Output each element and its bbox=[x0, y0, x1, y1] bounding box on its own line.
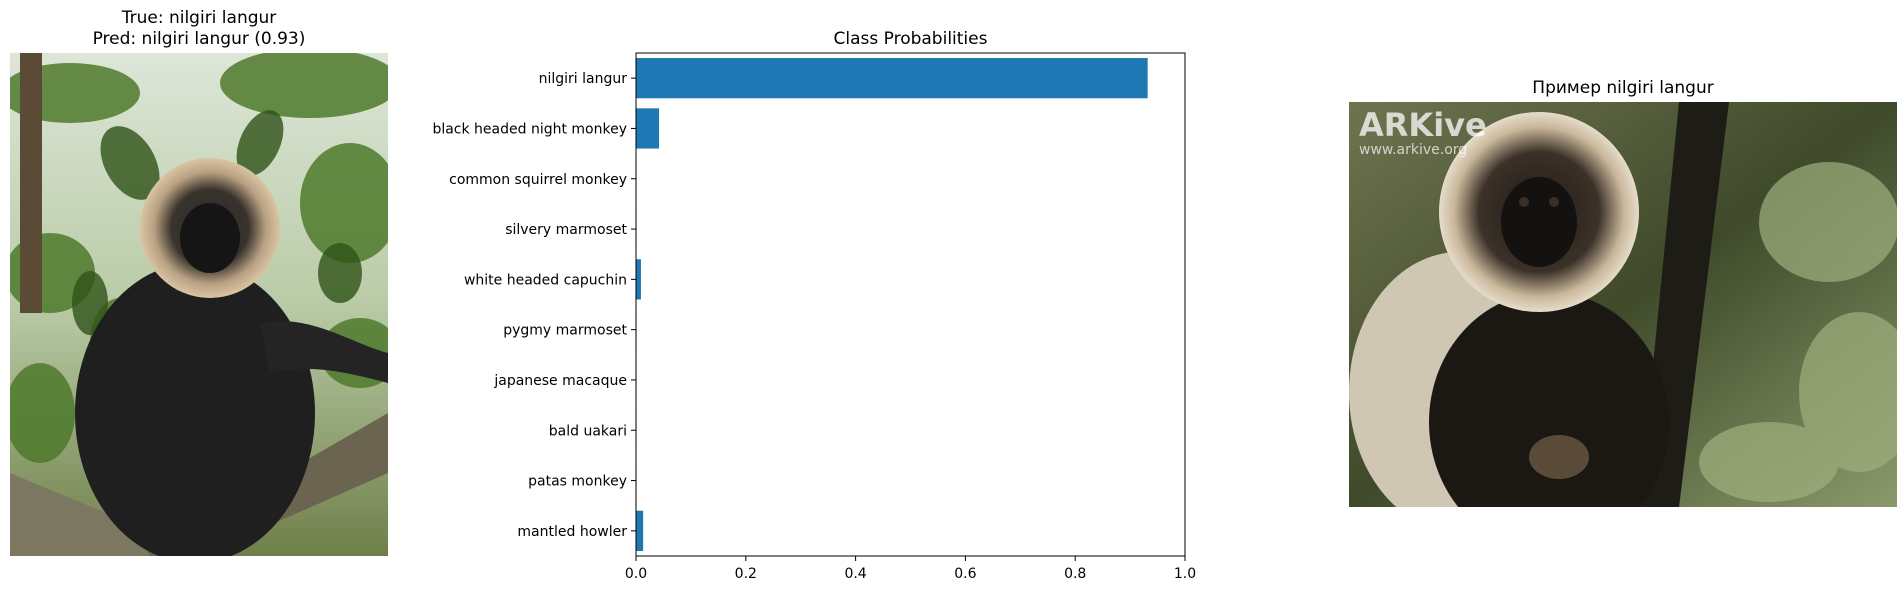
example-monkey-photo: ARKive www.arkive.org bbox=[1349, 102, 1897, 507]
y-tick-label: japanese macaque bbox=[493, 373, 627, 389]
x-tick-label: 0.8 bbox=[1064, 566, 1086, 582]
y-tick-label: black headed night monkey bbox=[432, 121, 627, 137]
y-tick-label: bald uakari bbox=[549, 423, 627, 439]
bars-layer bbox=[636, 58, 1148, 551]
bar-white-headed-capuchin bbox=[636, 259, 641, 300]
y-tick-label: mantled howler bbox=[517, 524, 627, 540]
left-photo-title-line1: True: nilgiri langur bbox=[121, 8, 277, 28]
left-photo-title-line2: Pred: nilgiri langur (0.93) bbox=[92, 29, 306, 49]
bar-mantled-howler bbox=[636, 510, 644, 551]
right-photo-title: Пример nilgiri langur bbox=[1532, 78, 1714, 98]
watermark-logo: ARKive bbox=[1359, 106, 1487, 144]
query-monkey-image bbox=[10, 53, 388, 556]
x-tick-label: 0.6 bbox=[954, 566, 976, 582]
chart-title: Class Probabilities bbox=[833, 29, 988, 49]
x-tick-label: 0.4 bbox=[844, 566, 866, 582]
bar-black-headed-night-monkey bbox=[636, 108, 660, 149]
plot-frame bbox=[635, 52, 1186, 557]
watermark-url: www.arkive.org bbox=[1359, 142, 1467, 158]
y-tick-label: common squirrel monkey bbox=[449, 172, 627, 188]
y-tick-label: patas monkey bbox=[528, 474, 627, 490]
query-monkey-photo bbox=[10, 53, 388, 556]
x-tick-label: 0.0 bbox=[625, 566, 647, 582]
x-tick-labels: 0.0 0.2 0.4 0.6 0.8 1.0 bbox=[625, 556, 1196, 582]
y-tick-labels: nilgiri langur black headed night monkey c… bbox=[432, 71, 636, 540]
x-tick-label: 1.0 bbox=[1174, 566, 1196, 582]
example-monkey-image: ARKive www.arkive.org bbox=[1349, 102, 1897, 507]
y-tick-label: silvery marmoset bbox=[505, 222, 627, 238]
bar-nilgiri-langur bbox=[636, 58, 1148, 99]
y-tick-label: pygmy marmoset bbox=[503, 323, 627, 339]
x-tick-label: 0.2 bbox=[735, 566, 757, 582]
y-tick-label: white headed capuchin bbox=[464, 272, 627, 288]
y-tick-label: nilgiri langur bbox=[539, 71, 628, 87]
